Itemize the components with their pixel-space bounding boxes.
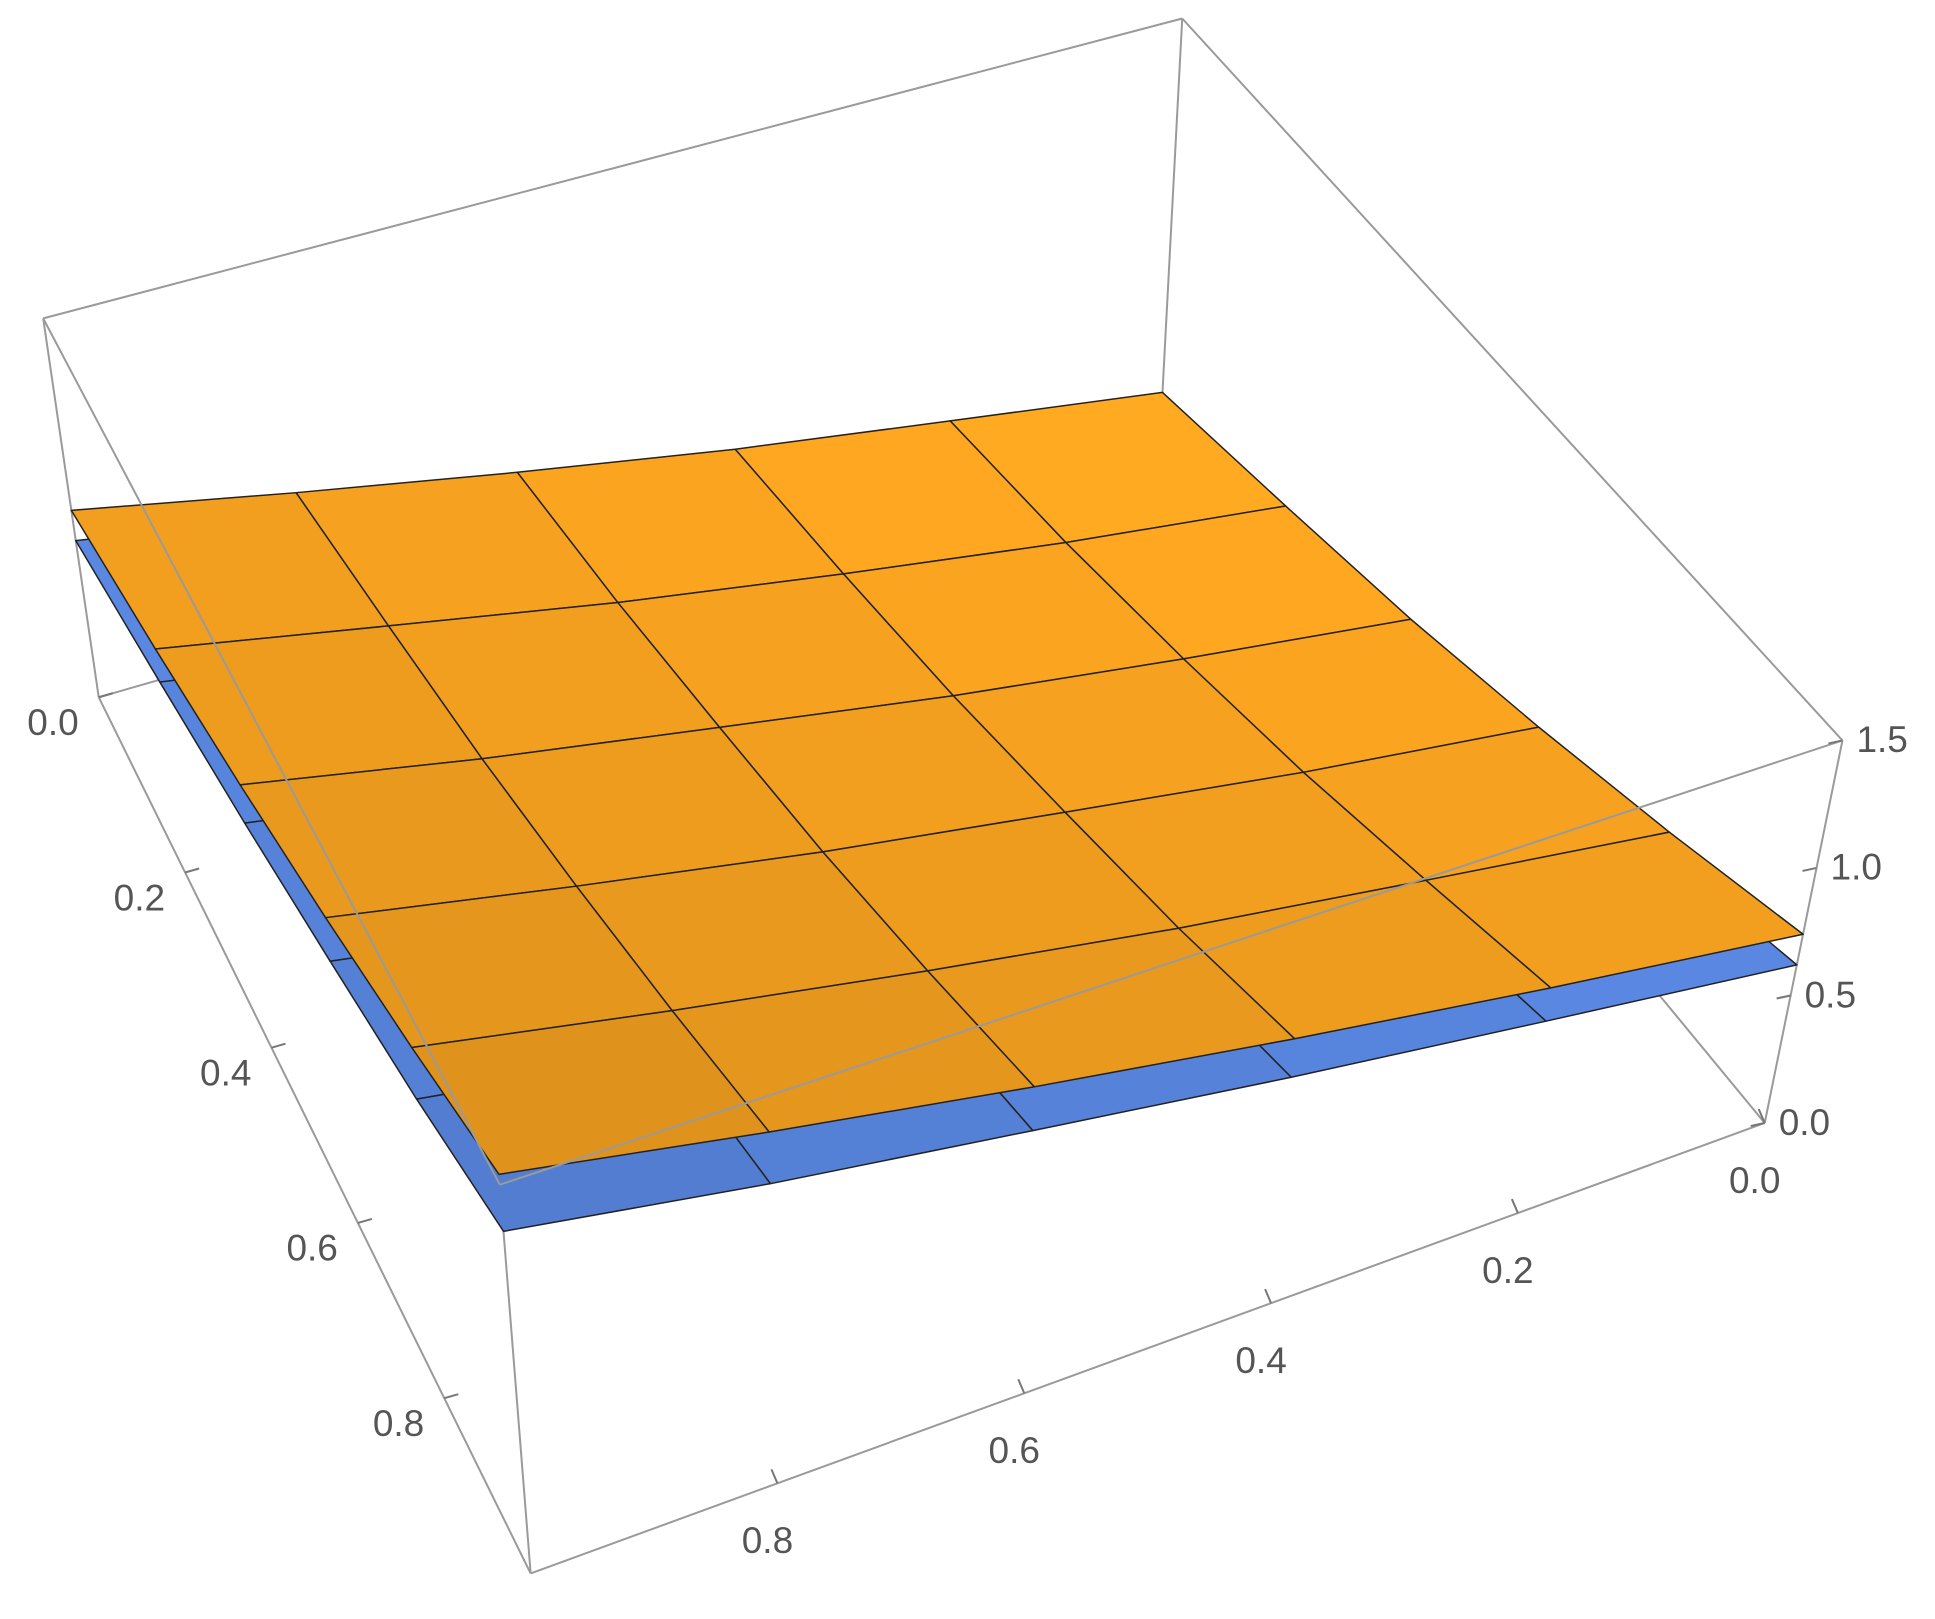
z-tick xyxy=(1750,1122,1765,1127)
z-tick xyxy=(1776,994,1791,1000)
y-tick xyxy=(271,1042,286,1049)
box-edge xyxy=(42,317,501,1186)
box-edge xyxy=(1763,740,1844,1124)
y-tick-label: 0.4 xyxy=(200,1052,251,1093)
y-tick xyxy=(357,1217,373,1224)
x-tick-label: 0.6 xyxy=(989,1430,1040,1471)
box-edge xyxy=(499,739,1843,1186)
x-tick-label: 0.2 xyxy=(1482,1250,1533,1291)
x-tick xyxy=(1017,1378,1026,1394)
y-tick xyxy=(443,1393,459,1400)
y-tick-label: 0.6 xyxy=(286,1228,337,1269)
z-tick xyxy=(1828,739,1843,745)
y-tick-label: 0.2 xyxy=(114,877,165,918)
box-edge xyxy=(42,318,100,698)
surface-cell xyxy=(411,1009,770,1176)
z-tick-label: 1.0 xyxy=(1831,847,1882,888)
x-tick xyxy=(1510,1198,1519,1214)
z-tick-label: 0.5 xyxy=(1805,974,1856,1015)
x-tick-label: 0.4 xyxy=(1235,1340,1286,1381)
x-tick xyxy=(770,1468,779,1484)
box-edge xyxy=(42,17,1183,320)
y-tick-label: 0.8 xyxy=(373,1403,424,1444)
y-tick-label: 0.0 xyxy=(27,702,78,743)
z-tick-label: 1.5 xyxy=(1856,719,1907,760)
x-tick xyxy=(1264,1288,1272,1304)
y-tick xyxy=(184,867,200,874)
x-tick-label: 0.8 xyxy=(742,1520,793,1561)
x-tick-label: 0.0 xyxy=(1729,1160,1780,1201)
box-edge xyxy=(1181,17,1844,742)
x-tick xyxy=(1757,1108,1766,1124)
box-edge xyxy=(498,1184,532,1574)
y-tick xyxy=(98,692,113,699)
z-tick xyxy=(1802,866,1817,872)
box-edge xyxy=(97,696,532,1574)
box-edge xyxy=(530,1122,1766,1575)
z-tick-label: 0.0 xyxy=(1779,1102,1830,1143)
box-edge xyxy=(1161,18,1184,393)
